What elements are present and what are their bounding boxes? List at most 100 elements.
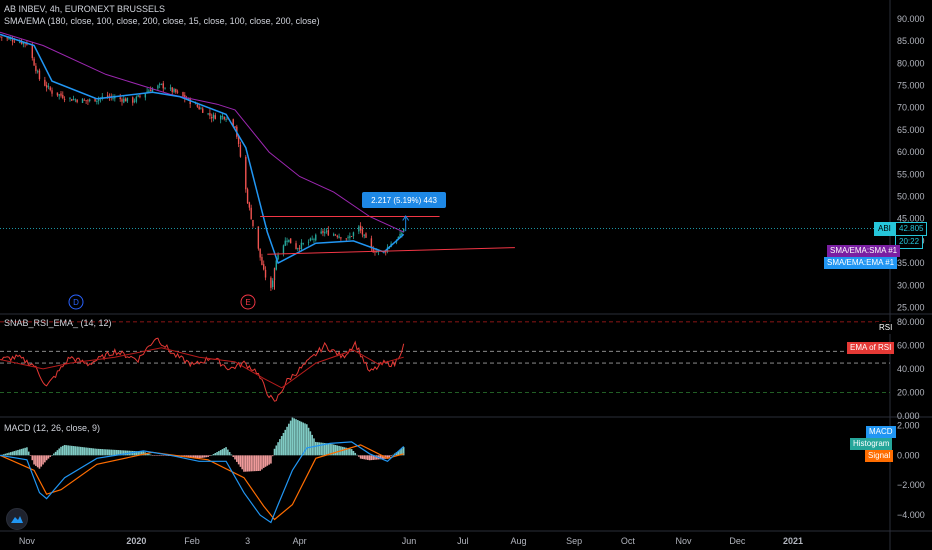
earnings-marker [240, 294, 256, 310]
histogram-bar [212, 454, 215, 456]
histogram-bar [90, 448, 93, 456]
histogram-bar [117, 450, 120, 456]
histogram-bar [388, 455, 391, 458]
histogram-bar [18, 449, 21, 456]
histogram-bar [108, 449, 111, 456]
candle-body [263, 264, 265, 270]
histogram-bar [228, 452, 231, 456]
candle-body [56, 92, 59, 96]
candle-body [169, 87, 172, 89]
ema-rsi-tag: EMA of RSI [847, 342, 895, 354]
histogram-bar [381, 455, 383, 460]
histogram-bar [227, 449, 229, 456]
candle-body [311, 238, 313, 240]
histogram-bar [70, 445, 73, 456]
candle-body [8, 38, 10, 40]
histogram-bar [295, 419, 297, 456]
histogram-bar [198, 455, 200, 459]
macd-pane-label[interactable]: MACD (12, 26, close, 9) [4, 423, 101, 433]
candle-body [133, 100, 136, 102]
histogram-bar [325, 443, 328, 456]
candle-body [58, 94, 60, 96]
histogram-bar [106, 449, 109, 456]
histogram-bar [47, 455, 50, 459]
candle-body [135, 96, 138, 102]
histogram-bar [44, 455, 46, 463]
histogram-bar [133, 451, 136, 456]
candle-body [13, 41, 16, 43]
support-line [267, 247, 515, 255]
histogram-bar [305, 424, 308, 456]
sma-ema-indicator-label[interactable]: SMA/EMA (180, close, 100, close, 200, cl… [4, 16, 320, 26]
histogram-bar [332, 444, 335, 456]
candle-body [182, 92, 184, 97]
histogram-bar [155, 455, 157, 456]
candle-body [171, 87, 173, 93]
histogram-bar [289, 420, 292, 456]
candle-body [212, 114, 215, 118]
histogram-bar [88, 447, 91, 456]
candle-body [76, 99, 78, 103]
histogram-bar [327, 443, 330, 456]
histogram-bar [282, 432, 285, 456]
price-axis-tick-label: 60.000 [897, 147, 925, 157]
histogram-bar [105, 449, 107, 456]
tradingview-logo-icon[interactable] [6, 508, 28, 530]
histogram-bar [288, 423, 290, 456]
candle-body [63, 99, 66, 100]
histogram-bar [277, 442, 279, 456]
histogram-bar [273, 448, 276, 456]
histogram-bar [56, 450, 59, 456]
price-axis-tick-label: 50.000 [897, 192, 925, 202]
candle-body [10, 38, 12, 40]
candle-body [349, 236, 351, 238]
histogram-bar [343, 447, 346, 456]
histogram-bar [280, 436, 283, 456]
candle-body [298, 247, 301, 249]
price-axis-tick-label: 25.000 [897, 303, 925, 313]
candle-body [246, 189, 249, 204]
histogram-bar [63, 444, 66, 456]
candle-body [175, 89, 177, 93]
histogram-bar [291, 417, 294, 456]
price-axis-tick-label: 75.000 [897, 81, 925, 91]
histogram-bar [268, 455, 270, 465]
candle-body [322, 231, 324, 233]
histogram-bar [99, 448, 102, 456]
candle-body [164, 88, 166, 90]
histogram-bar [151, 455, 154, 456]
histogram-bar [189, 455, 191, 458]
histogram-bar [358, 455, 360, 457]
histogram-bar [399, 449, 401, 456]
sma-tag: SMA/EMA:SMA #1 [827, 245, 901, 257]
histogram-bar [375, 455, 378, 460]
histogram-bar [67, 445, 69, 456]
histogram-bar [87, 447, 89, 456]
measure-box [362, 192, 446, 208]
candle-body [49, 87, 51, 90]
candle-body [221, 116, 224, 117]
candle-body [123, 98, 125, 103]
histogram-bar [166, 455, 168, 456]
price-axis-tick-label: 80.000 [897, 58, 925, 68]
histogram-bar [244, 455, 247, 472]
histogram-bar [329, 443, 331, 456]
candle-body [144, 93, 147, 98]
histogram-bar [74, 446, 77, 456]
histogram-bar [20, 448, 23, 456]
candle-body [132, 97, 134, 103]
candle-body [38, 70, 41, 80]
candle-body [150, 89, 152, 92]
bar-countdown-tag: 20:22 [895, 235, 924, 249]
candle-body [284, 240, 286, 246]
candle-body [288, 239, 290, 242]
histogram-bar [85, 447, 87, 456]
histogram-bar [65, 445, 68, 456]
rsi-pane-label[interactable]: SNAB_RSI_EMA_ (14, 12) [4, 318, 112, 328]
histogram-bar [307, 427, 310, 456]
candle-body [277, 254, 279, 260]
histogram-bar [61, 445, 64, 456]
histogram-bar [264, 455, 267, 467]
candle-body [300, 242, 303, 249]
